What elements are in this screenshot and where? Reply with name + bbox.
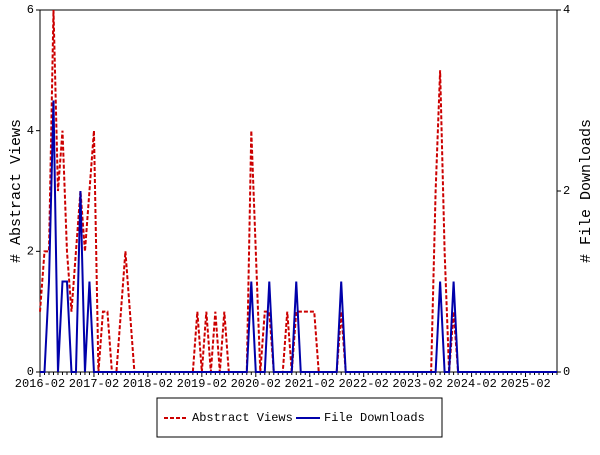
x-tick-label: 2025-02 (500, 377, 550, 391)
legend-label: Abstract Views (192, 411, 293, 425)
legend-label: File Downloads (324, 411, 425, 425)
series-line (40, 100, 557, 373)
y-tick-label: 4 (27, 124, 34, 138)
y-tick-label: 2 (27, 245, 34, 259)
y2-tick-label: 4 (563, 3, 570, 17)
x-tick-label: 2020-02 (231, 377, 281, 391)
y-axis-label: # Abstract Views (8, 119, 25, 263)
x-tick-label: 2024-02 (446, 377, 496, 391)
x-tick-label: 2018-02 (123, 377, 173, 391)
x-tick-label: 2019-02 (177, 377, 227, 391)
y-tick-label: 0 (27, 365, 34, 379)
x-tick-label: 2016-02 (15, 377, 65, 391)
y-tick-label: 6 (27, 3, 34, 17)
y2-tick-label: 2 (563, 184, 570, 198)
y2-axis-label: # File Downloads (578, 119, 595, 263)
x-tick-label: 2021-02 (285, 377, 335, 391)
x-tick-label: 2017-02 (69, 377, 119, 391)
y2-tick-label: 0 (563, 365, 570, 379)
x-tick-label: 2023-02 (392, 377, 442, 391)
x-tick-label: 2022-02 (338, 377, 388, 391)
